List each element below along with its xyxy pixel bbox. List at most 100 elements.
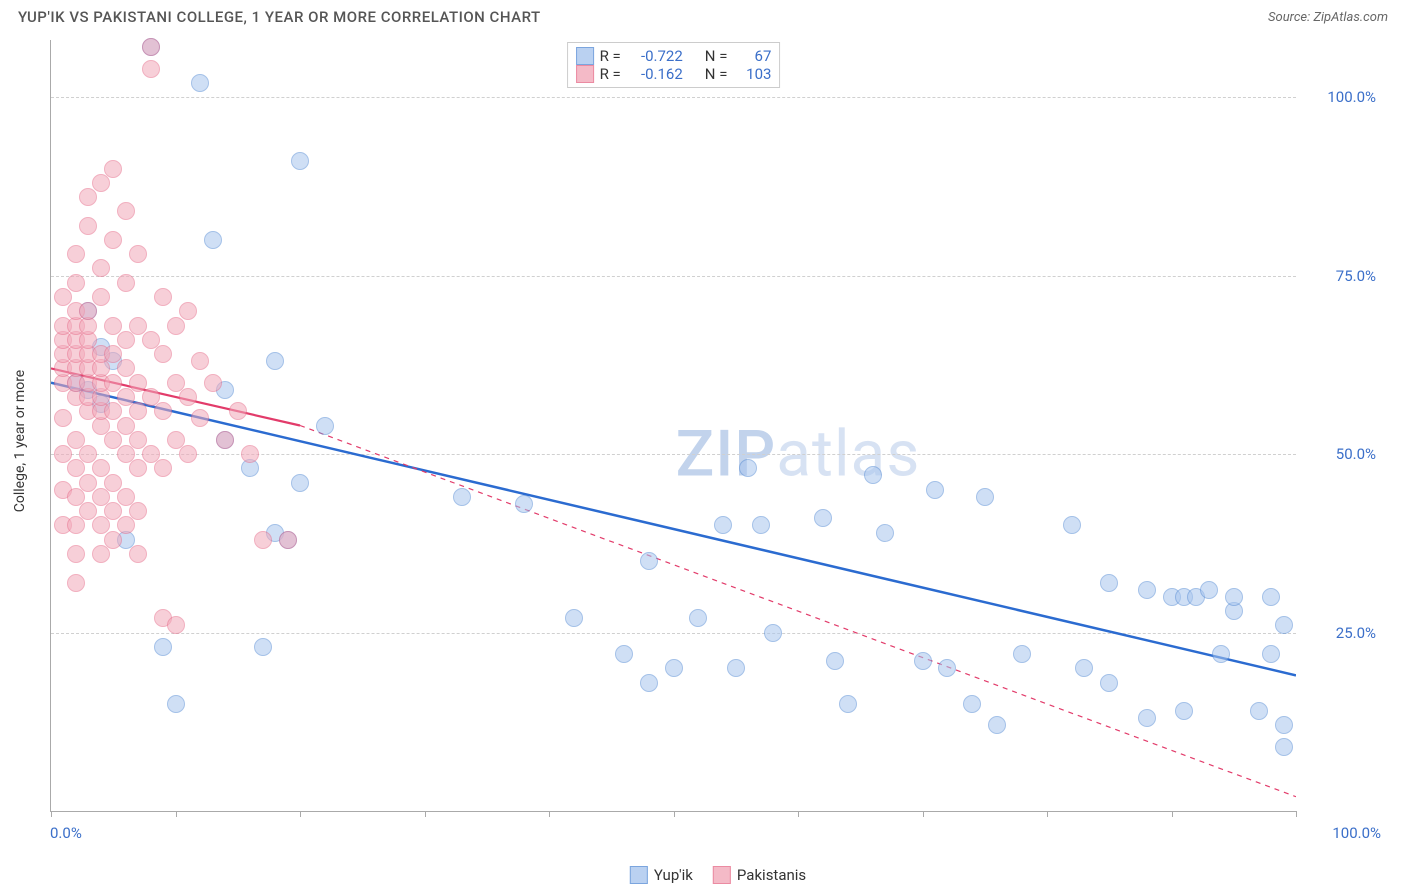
scatter-chart: College, 1 year or more R =-0.722N =67R … (50, 40, 1386, 842)
gridline (51, 97, 1296, 98)
plot-area: R =-0.722N =67R =-0.162N =103 ZIPatlas 2… (50, 40, 1296, 812)
data-point (154, 288, 172, 306)
data-point (79, 188, 97, 206)
data-point (104, 160, 122, 178)
y-tick-label: 50.0% (1336, 445, 1376, 463)
data-point (839, 695, 857, 713)
data-point (92, 545, 110, 563)
legend-swatch (576, 47, 594, 65)
data-point (316, 417, 334, 435)
y-tick-label: 100.0% (1327, 88, 1376, 106)
data-point (204, 374, 222, 392)
data-point (914, 652, 932, 670)
legend-row: R =-0.722N =67 (576, 47, 772, 65)
data-point (154, 402, 172, 420)
trend-lines (51, 40, 1296, 811)
data-point (104, 231, 122, 249)
data-point (764, 624, 782, 642)
data-point (67, 516, 85, 534)
data-point (254, 531, 272, 549)
data-point (254, 638, 272, 656)
legend-swatch (630, 866, 648, 884)
data-point (204, 231, 222, 249)
data-point (67, 245, 85, 263)
data-point (117, 516, 135, 534)
data-point (515, 495, 533, 513)
data-point (104, 531, 122, 549)
data-point (814, 509, 832, 527)
y-axis-title: College, 1 year or more (12, 370, 28, 512)
data-point (826, 652, 844, 670)
data-point (129, 245, 147, 263)
data-point (92, 174, 110, 192)
gridline (51, 276, 1296, 277)
data-point (291, 474, 309, 492)
data-point (154, 459, 172, 477)
data-point (640, 674, 658, 692)
data-point (1275, 738, 1293, 756)
data-point (117, 331, 135, 349)
data-point (142, 60, 160, 78)
data-point (54, 409, 72, 427)
series-legend-label: Yup'ik (654, 866, 693, 884)
data-point (1225, 588, 1243, 606)
data-point (79, 302, 97, 320)
chart-header: YUP'IK VS PAKISTANI COLLEGE, 1 YEAR OR M… (0, 0, 1406, 34)
data-point (640, 552, 658, 570)
data-point (1138, 709, 1156, 727)
data-point (752, 516, 770, 534)
data-point (129, 402, 147, 420)
data-point (1100, 574, 1118, 592)
data-point (216, 431, 234, 449)
data-point (167, 317, 185, 335)
data-point (67, 574, 85, 592)
data-point (167, 695, 185, 713)
series-legend: Yup'ik Pakistanis (630, 866, 806, 884)
source-name: ZipAtlas.com (1313, 10, 1388, 25)
legend-swatch (576, 65, 594, 83)
data-point (191, 352, 209, 370)
data-point (727, 659, 745, 677)
data-point (1212, 645, 1230, 663)
data-point (129, 502, 147, 520)
data-point (926, 481, 944, 499)
data-point (1175, 702, 1193, 720)
data-point (79, 217, 97, 235)
data-point (191, 409, 209, 427)
data-point (117, 202, 135, 220)
source-prefix: Source: (1268, 10, 1313, 25)
data-point (179, 302, 197, 320)
data-point (279, 531, 297, 549)
data-point (266, 352, 284, 370)
data-point (179, 445, 197, 463)
data-point (963, 695, 981, 713)
data-point (665, 659, 683, 677)
data-point (453, 488, 471, 506)
gridline (51, 454, 1296, 455)
data-point (938, 659, 956, 677)
x-axis-labels: 0.0% 100.0% (50, 812, 1296, 842)
x-tick (1296, 811, 1297, 817)
data-point (179, 388, 197, 406)
chart-title: YUP'IK VS PAKISTANI COLLEGE, 1 YEAR OR M… (18, 8, 541, 26)
data-point (1200, 581, 1218, 599)
gridline (51, 633, 1296, 634)
data-point (1063, 516, 1081, 534)
data-point (864, 466, 882, 484)
data-point (117, 274, 135, 292)
data-point (565, 609, 583, 627)
data-point (167, 616, 185, 634)
data-point (988, 716, 1006, 734)
data-point (689, 609, 707, 627)
y-tick-label: 25.0% (1336, 624, 1376, 642)
data-point (1013, 645, 1031, 663)
series-legend-label: Pakistanis (737, 866, 806, 884)
data-point (1250, 702, 1268, 720)
data-point (1262, 588, 1280, 606)
data-point (154, 345, 172, 363)
data-point (1075, 659, 1093, 677)
legend-swatch (713, 866, 731, 884)
data-point (229, 402, 247, 420)
data-point (129, 545, 147, 563)
correlation-legend: R =-0.722N =67R =-0.162N =103 (567, 42, 781, 88)
